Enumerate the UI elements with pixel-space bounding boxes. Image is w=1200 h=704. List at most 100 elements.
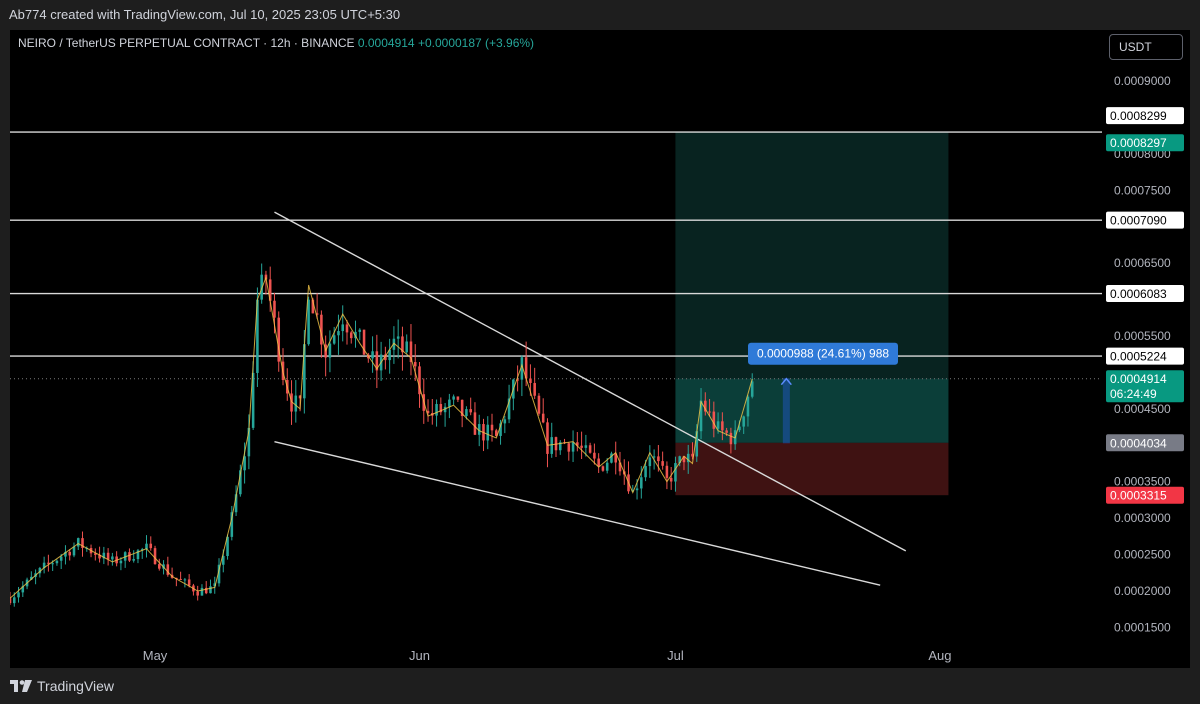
candle-body <box>153 548 157 565</box>
candle-body <box>260 274 263 300</box>
candle-body <box>452 396 455 400</box>
candle-body <box>140 549 144 551</box>
candle-body <box>520 357 524 380</box>
candle-body <box>614 453 617 463</box>
price-label-box <box>1106 347 1184 365</box>
candle-body <box>571 442 575 452</box>
candle-body <box>106 552 110 560</box>
candle-body <box>712 411 716 429</box>
candle-body <box>618 462 622 472</box>
candle-body <box>371 351 374 359</box>
x-tick-label: Aug <box>928 648 951 663</box>
candle-body <box>345 324 349 333</box>
y-tick-label: 0.0006500 <box>1114 256 1171 270</box>
candle-body <box>187 579 191 586</box>
candle-body <box>200 587 204 596</box>
candle-body <box>605 462 609 471</box>
candle-body <box>682 456 686 463</box>
candle-body <box>42 562 46 568</box>
chart-pane[interactable]: 0.0000988 (24.61%) 988 0.0009000 0.0008000… <box>10 30 1190 668</box>
candle-body <box>584 445 588 448</box>
candle-body <box>388 349 391 361</box>
price-label-stop: 0.0003315 <box>1110 489 1167 503</box>
candle-body <box>409 341 413 363</box>
candle-body <box>349 332 353 339</box>
measure-label-box <box>748 342 898 365</box>
candle-body <box>742 416 745 427</box>
candle-body <box>55 560 59 564</box>
candle-body <box>12 597 16 604</box>
price-label-box <box>1106 211 1184 229</box>
y-tick-label: 0.0004500 <box>1114 402 1171 416</box>
candle-body <box>669 477 673 482</box>
candle-body <box>550 437 554 454</box>
price-label-line: 0.0005224 <box>1110 350 1167 364</box>
candle-body <box>448 399 451 407</box>
candle-body <box>640 477 643 489</box>
y-tick-label: 0.0003500 <box>1114 475 1171 489</box>
candle-body <box>94 553 97 555</box>
candle-body <box>145 543 148 550</box>
measure-bar <box>782 378 790 444</box>
x-tick-label: Jul <box>667 648 684 663</box>
candle-body <box>166 564 170 575</box>
candle-body <box>661 461 664 466</box>
candle-body <box>179 578 182 580</box>
candle-body <box>251 372 255 428</box>
candle-body <box>183 579 187 581</box>
candle-body <box>102 552 106 559</box>
candle-body <box>674 463 677 482</box>
candle-body <box>47 562 50 564</box>
y-tick-label: 0.0002500 <box>1114 548 1171 562</box>
currency-button[interactable]: USDT <box>1109 34 1183 60</box>
candle-body <box>38 567 42 574</box>
y-tick-label: 0.0001500 <box>1114 620 1171 634</box>
candle-body <box>418 366 421 395</box>
candle-body <box>354 331 357 339</box>
price-label-box <box>1106 434 1184 452</box>
candle-body <box>76 538 80 547</box>
candle-body <box>725 430 728 433</box>
candle-body <box>311 299 315 314</box>
candle-body <box>209 586 212 594</box>
candle-body <box>294 395 298 412</box>
last-price: 0.0004914 <box>357 36 415 50</box>
candle-body <box>290 393 293 412</box>
candle-body <box>439 404 443 413</box>
price-label-line: 0.0007090 <box>1110 214 1167 228</box>
candle-body <box>81 538 84 549</box>
candle-body <box>473 412 477 435</box>
candle-body <box>593 452 596 459</box>
candle-body <box>158 564 161 569</box>
y-tick-label: 0.0005500 <box>1114 329 1171 343</box>
x-tick-label: Jun <box>409 648 430 663</box>
candle-body <box>499 423 502 436</box>
price-label-box <box>1106 370 1184 403</box>
tradingview-logo-icon <box>10 680 32 692</box>
candle-body <box>17 592 20 598</box>
price-label-target: 0.0008297 <box>1110 136 1167 150</box>
candle-body <box>495 430 498 436</box>
candle-body <box>541 413 545 423</box>
candle-body <box>610 453 613 463</box>
candle-body <box>729 432 733 445</box>
candle-body <box>746 396 750 417</box>
measure-arrowhead <box>780 377 792 386</box>
candle-body <box>277 317 281 362</box>
candle-body <box>72 546 76 556</box>
candle-body <box>303 344 306 399</box>
wedge-upper-line <box>274 211 907 552</box>
price-label-line: 0.0008299 <box>1110 109 1167 123</box>
candle-body <box>443 406 447 413</box>
candle-body <box>59 556 63 561</box>
candle-body <box>243 456 246 471</box>
candle-body <box>268 279 272 301</box>
candle-body <box>239 470 242 495</box>
price-label-box <box>1106 285 1184 303</box>
price-chart[interactable]: 0.0000988 (24.61%) 9880.00090000.0008000… <box>10 30 1190 668</box>
candle-body <box>721 421 724 431</box>
candle-body <box>132 559 135 561</box>
candle-body <box>204 587 208 594</box>
candle-body <box>396 336 400 339</box>
candle-body <box>64 551 67 557</box>
